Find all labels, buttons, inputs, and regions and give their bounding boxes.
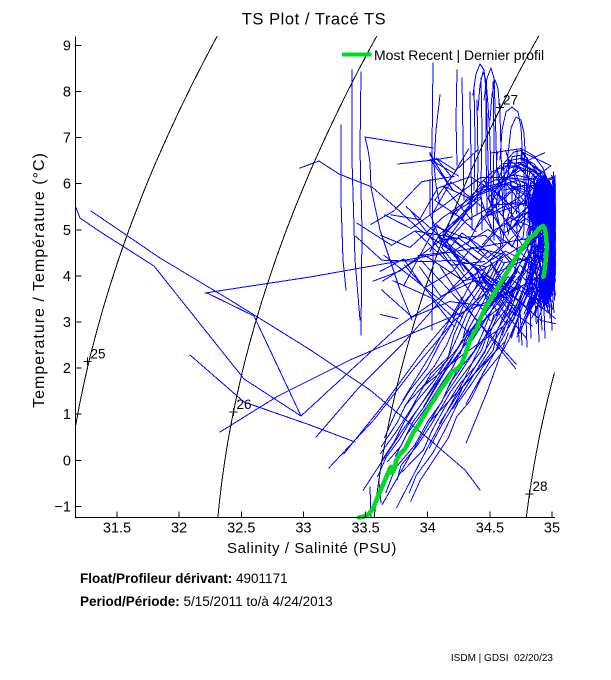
- svg-text:5: 5: [63, 223, 71, 239]
- svg-text:3: 3: [63, 315, 71, 331]
- svg-text:ISDM | GDSI 02/20/23: ISDM | GDSI 02/20/23: [451, 653, 554, 664]
- svg-text:26: 26: [237, 397, 252, 412]
- svg-text:−1: −1: [54, 499, 71, 515]
- svg-text:Float/Profileur dérivant: 4901: Float/Profileur dérivant: 4901171: [80, 571, 288, 586]
- svg-text:32: 32: [171, 521, 187, 537]
- svg-text:6: 6: [63, 177, 71, 193]
- svg-text:TS Plot / Tracé TS: TS Plot / Tracé TS: [242, 11, 386, 29]
- svg-text:31.5: 31.5: [103, 521, 131, 537]
- svg-text:Temperature / Température (°C): Temperature / Température (°C): [31, 152, 48, 408]
- svg-text:7: 7: [63, 131, 71, 147]
- svg-text:4: 4: [63, 269, 71, 285]
- svg-text:32.5: 32.5: [227, 521, 255, 537]
- svg-text:35: 35: [544, 521, 560, 537]
- svg-text:33: 33: [295, 521, 311, 537]
- svg-text:27: 27: [503, 93, 518, 108]
- svg-text:25: 25: [91, 347, 106, 362]
- svg-text:Period/Période: 5/15/2011 to/à: Period/Période: 5/15/2011 to/à 4/24/2013: [80, 594, 333, 609]
- svg-text:Salinity / Salinité (PSU): Salinity / Salinité (PSU): [227, 540, 397, 557]
- svg-text:8: 8: [63, 85, 71, 101]
- svg-text:28: 28: [533, 479, 548, 494]
- svg-text:9: 9: [63, 38, 71, 54]
- svg-text:1: 1: [63, 407, 71, 423]
- svg-text:33.5: 33.5: [351, 521, 379, 537]
- svg-text:34: 34: [420, 521, 436, 537]
- svg-text:0: 0: [63, 453, 71, 469]
- svg-text:Most Recent | Dernier profil: Most Recent | Dernier profil: [374, 47, 544, 63]
- svg-text:2: 2: [63, 361, 71, 377]
- svg-text:34.5: 34.5: [476, 521, 504, 537]
